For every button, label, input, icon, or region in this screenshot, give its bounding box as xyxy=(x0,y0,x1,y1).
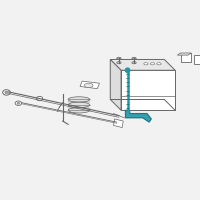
Ellipse shape xyxy=(36,96,43,101)
Polygon shape xyxy=(114,119,123,128)
Polygon shape xyxy=(80,81,99,89)
Ellipse shape xyxy=(15,101,22,105)
Ellipse shape xyxy=(144,63,148,65)
Polygon shape xyxy=(125,110,151,122)
Ellipse shape xyxy=(117,57,121,59)
Ellipse shape xyxy=(84,83,93,88)
Ellipse shape xyxy=(157,63,161,65)
Ellipse shape xyxy=(68,102,90,108)
Polygon shape xyxy=(177,53,191,55)
Ellipse shape xyxy=(3,90,10,95)
Ellipse shape xyxy=(68,108,90,113)
Polygon shape xyxy=(194,55,200,64)
Ellipse shape xyxy=(132,62,136,64)
Polygon shape xyxy=(121,70,175,110)
Ellipse shape xyxy=(5,91,8,94)
Ellipse shape xyxy=(132,57,136,59)
Ellipse shape xyxy=(117,62,121,64)
Ellipse shape xyxy=(17,102,20,104)
Ellipse shape xyxy=(68,97,90,102)
Polygon shape xyxy=(181,53,191,62)
Polygon shape xyxy=(110,59,121,110)
Ellipse shape xyxy=(150,63,155,65)
Polygon shape xyxy=(110,59,175,70)
Circle shape xyxy=(125,68,130,72)
